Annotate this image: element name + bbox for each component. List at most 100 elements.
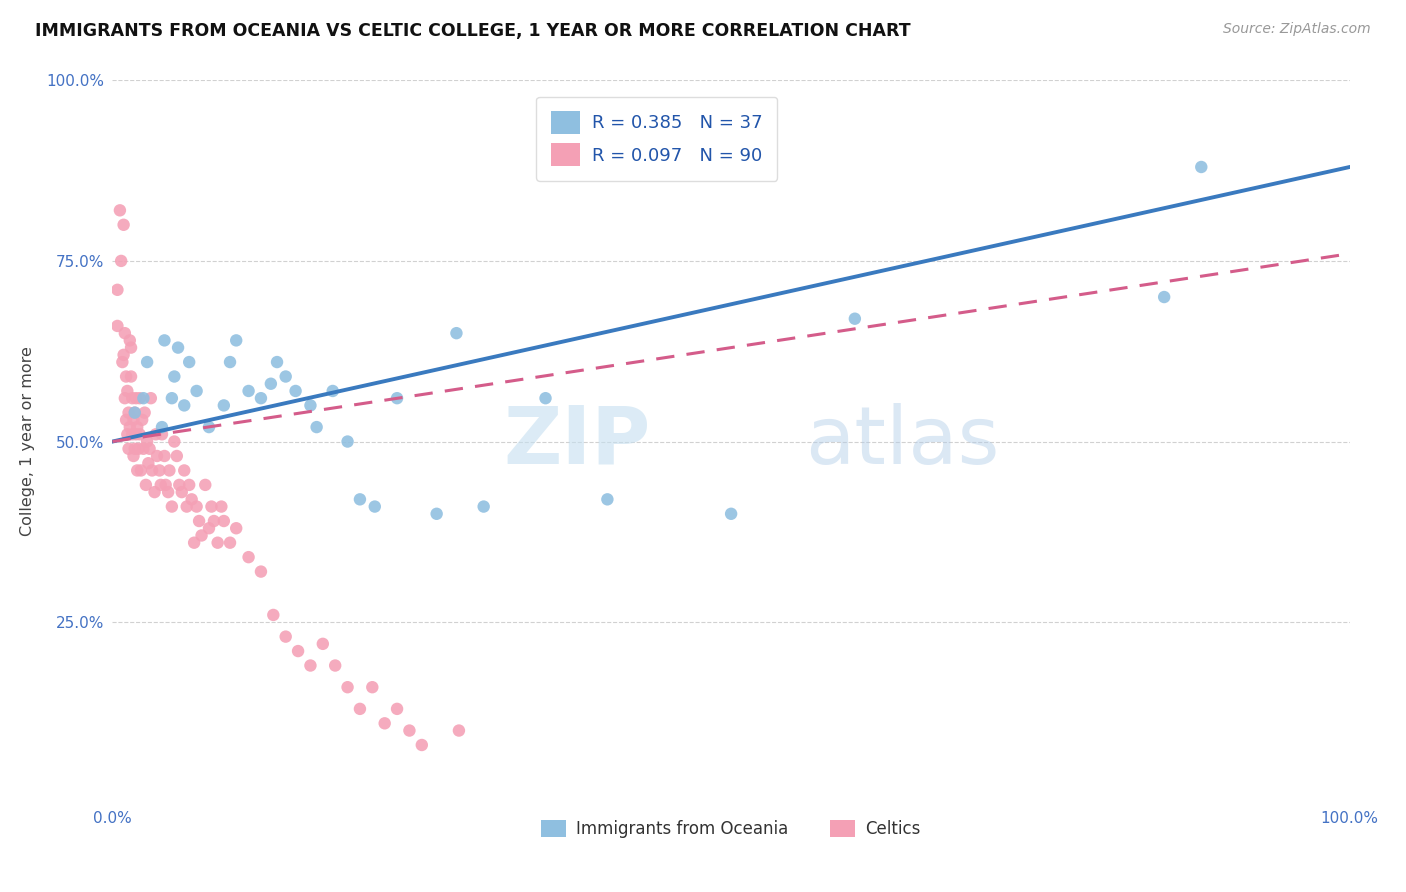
Point xyxy=(209,500,232,514)
Point xyxy=(374,716,396,731)
Point xyxy=(411,738,433,752)
Point xyxy=(166,449,188,463)
Point xyxy=(266,355,288,369)
Point xyxy=(180,492,202,507)
Point xyxy=(112,218,135,232)
Point xyxy=(179,478,201,492)
Point xyxy=(385,702,408,716)
Y-axis label: College, 1 year or more: College, 1 year or more xyxy=(20,347,35,536)
Point xyxy=(136,434,159,449)
Point xyxy=(138,456,160,470)
Point xyxy=(207,535,229,549)
Point xyxy=(145,427,167,442)
Point xyxy=(212,398,235,412)
Point xyxy=(169,478,191,492)
Point xyxy=(136,355,159,369)
Point xyxy=(238,384,260,398)
Point xyxy=(110,253,132,268)
Point xyxy=(183,535,205,549)
Point xyxy=(153,334,176,348)
Point xyxy=(115,369,138,384)
Point xyxy=(167,341,190,355)
Text: ZIP: ZIP xyxy=(503,402,651,481)
Point xyxy=(186,384,208,398)
Point xyxy=(124,442,146,456)
Point xyxy=(115,413,138,427)
Point xyxy=(163,369,186,384)
Point xyxy=(170,485,193,500)
Point xyxy=(262,607,284,622)
Point xyxy=(146,449,169,463)
Point xyxy=(112,348,135,362)
Point xyxy=(284,384,307,398)
Point xyxy=(446,326,468,340)
Point xyxy=(124,406,146,420)
Point xyxy=(250,565,273,579)
Point xyxy=(122,449,145,463)
Point xyxy=(596,492,619,507)
Point xyxy=(157,485,180,500)
Point xyxy=(120,369,142,384)
Point xyxy=(150,420,173,434)
Point xyxy=(312,637,335,651)
Point xyxy=(1153,290,1175,304)
Point xyxy=(122,413,145,427)
Point xyxy=(127,463,149,477)
Point xyxy=(117,427,139,442)
Point xyxy=(299,398,322,412)
Point xyxy=(157,463,180,477)
Point xyxy=(143,485,166,500)
Point xyxy=(212,514,235,528)
Point xyxy=(131,413,153,427)
Point xyxy=(118,334,141,348)
Point xyxy=(447,723,470,738)
Point xyxy=(186,500,208,514)
Point xyxy=(121,427,143,442)
Point xyxy=(129,463,152,477)
Point xyxy=(179,355,201,369)
Point xyxy=(149,478,172,492)
Point xyxy=(163,434,186,449)
Point xyxy=(190,528,212,542)
Point xyxy=(349,492,371,507)
Point xyxy=(349,702,371,716)
Point xyxy=(1189,160,1212,174)
Point xyxy=(124,406,146,420)
Point xyxy=(160,500,183,514)
Point xyxy=(138,442,160,456)
Point xyxy=(202,514,225,528)
Point xyxy=(720,507,742,521)
Point xyxy=(336,680,359,694)
Point xyxy=(200,500,222,514)
Point xyxy=(117,442,139,456)
Point xyxy=(141,463,163,477)
Point xyxy=(107,283,129,297)
Point xyxy=(534,391,557,405)
Point xyxy=(173,463,195,477)
Point xyxy=(336,434,359,449)
Point xyxy=(219,535,242,549)
Point xyxy=(361,680,384,694)
Point xyxy=(274,630,297,644)
Point xyxy=(305,420,328,434)
Point xyxy=(188,514,211,528)
Point xyxy=(260,376,283,391)
Point xyxy=(125,427,148,442)
Text: atlas: atlas xyxy=(806,402,1000,481)
Point xyxy=(844,311,866,326)
Point xyxy=(132,391,155,405)
Point xyxy=(117,406,139,420)
Point xyxy=(322,384,344,398)
Point xyxy=(176,500,198,514)
Point xyxy=(128,427,150,442)
Point xyxy=(225,334,247,348)
Point xyxy=(139,391,162,405)
Point xyxy=(127,420,149,434)
Point xyxy=(114,391,136,405)
Point xyxy=(132,442,155,456)
Point xyxy=(121,391,143,405)
Point xyxy=(364,500,387,514)
Point xyxy=(128,391,150,405)
Point xyxy=(134,406,156,420)
Point xyxy=(150,427,173,442)
